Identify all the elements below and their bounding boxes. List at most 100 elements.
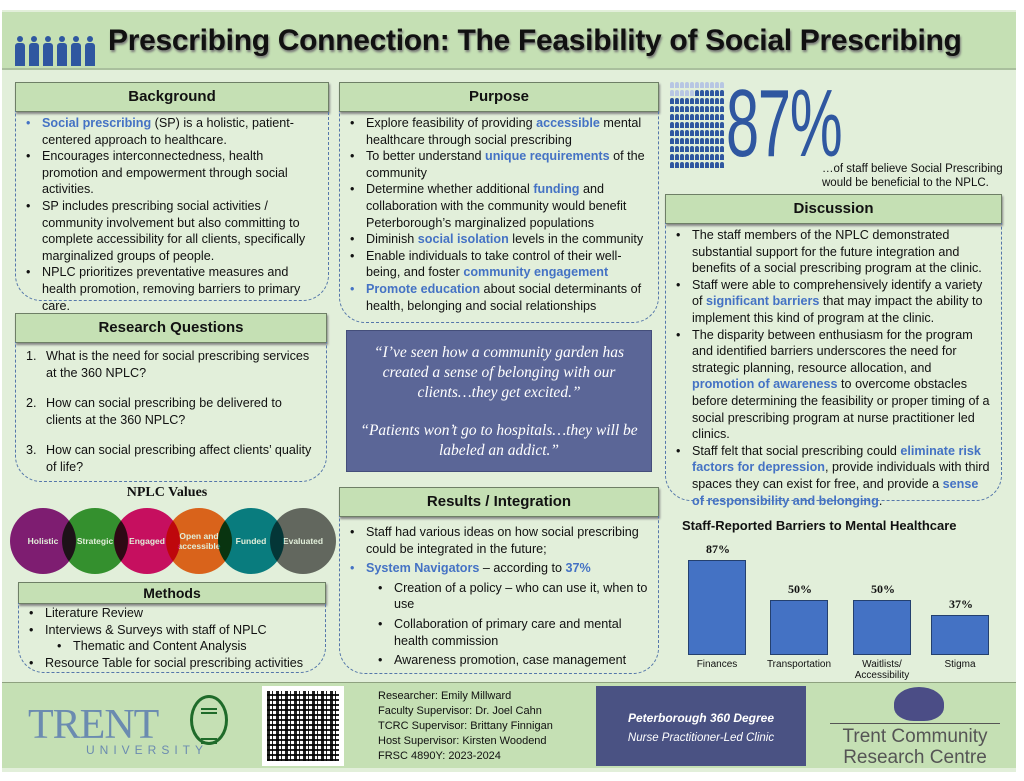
text: about social determinants of health, bel…: [366, 281, 642, 313]
highlight-text: funding: [533, 182, 580, 197]
person-icon: [675, 90, 679, 96]
text: The staff members of the NPLC demonstrat…: [692, 228, 982, 276]
person-icon: [690, 106, 694, 112]
tcrc-line2: Research Centre: [843, 747, 987, 768]
credit-line: TCRC Supervisor: Brittany Finnigan: [378, 720, 553, 732]
quote-box: “I’ve seen how a community garden has cr…: [346, 330, 652, 472]
person-icon: [710, 138, 714, 144]
person-icon: [715, 106, 719, 112]
person-icon: [690, 138, 694, 144]
person-icon: [685, 98, 689, 104]
person-icon: [680, 90, 684, 96]
person-icon: [715, 162, 719, 168]
bar-label: 50%: [871, 582, 895, 597]
person-icon: [700, 90, 704, 96]
person-icon: [670, 146, 674, 152]
person-icon: [700, 122, 704, 128]
person-icon: [695, 146, 699, 152]
text: Staff felt that social prescribing could: [692, 443, 901, 458]
results-item: Creation of a policy – who can use it, w…: [348, 580, 650, 613]
discussion-item: The disparity between enthusiasm for the…: [674, 327, 993, 443]
person-icon: [705, 130, 709, 136]
text: Encourages interconnectedness, health pr…: [42, 149, 288, 197]
highlight-text: 37%: [565, 561, 591, 576]
person-icon: [700, 130, 704, 136]
highlight-text: eliminate risk factors for depression: [692, 443, 981, 475]
values-title: NPLC Values: [126, 485, 208, 500]
person-icon: [710, 162, 714, 168]
trent-logo: TRENT: [28, 702, 159, 748]
person-icon: [675, 106, 679, 112]
stat-value: 87%: [726, 70, 843, 177]
text: The disparity between enthusiasm for the…: [692, 327, 973, 375]
person-icon: [670, 114, 674, 120]
text: mental healthcare through social prescri…: [366, 116, 642, 147]
results-box: Staff had various ideas on how social pr…: [339, 516, 659, 674]
person-icon: [720, 82, 724, 88]
quote-1: “I’ve seen how a community garden has cr…: [374, 344, 624, 401]
poster: Prescribing Connection: The Feasibility …: [2, 10, 1016, 772]
person-icon: [675, 138, 679, 144]
person-icon: [675, 82, 679, 88]
person-icon: [675, 98, 679, 104]
text: Collaboration of primary care and mental…: [394, 616, 622, 648]
research-questions-box: What is the need for social prescribing …: [15, 342, 327, 482]
text: that may impact the ability to implement…: [692, 294, 983, 325]
results-item: Collaboration of primary care and mental…: [348, 616, 650, 649]
discussion-item: Staff felt that social prescribing could…: [674, 443, 993, 509]
highlight-text: Promote education: [366, 281, 481, 296]
person-icon: [680, 98, 684, 104]
text: to overcome obstacles before determining…: [692, 377, 990, 442]
text: Explore feasibility of providing: [366, 116, 537, 130]
person-icon: [685, 146, 689, 152]
people-row-icon: [14, 36, 96, 66]
person-icon: [695, 106, 699, 112]
person-icon: [680, 114, 684, 120]
text: Staff had various ideas on how social pr…: [366, 525, 639, 556]
background-item: SP includes prescribing social activitie…: [24, 198, 320, 264]
footer: TRENT UNIVERSITY Researcher: Emily Millw…: [2, 682, 1016, 768]
person-icon: [700, 106, 704, 112]
person-icon: [705, 98, 709, 104]
bar-1: [770, 600, 828, 655]
category-label: Finances: [696, 659, 738, 670]
tcrc-logo: Trent Community Research Centre: [830, 723, 1000, 768]
person-icon: [700, 138, 704, 144]
person-icon: [710, 122, 714, 128]
person-icon: [720, 130, 724, 136]
person-icon: [710, 146, 714, 152]
person-icon: [675, 146, 679, 152]
person-icon: [695, 114, 699, 120]
trent-logo-sub: UNIVERSITY: [86, 743, 209, 757]
person-icon: [715, 82, 719, 88]
purpose-list: Explore feasibility of providing accessi…: [348, 115, 650, 314]
research-question: How can social prescribing affect client…: [24, 442, 318, 475]
discussion-heading: Discussion: [665, 194, 1002, 224]
purpose-heading: Purpose: [339, 82, 659, 112]
person-icon: [720, 122, 724, 128]
qr-code[interactable]: [262, 686, 344, 766]
category-label: Transportation: [766, 659, 832, 670]
results-item: Staff had various ideas on how social pr…: [348, 524, 650, 557]
person-icon: [705, 122, 709, 128]
person-icon: [715, 114, 719, 120]
purpose-item: To better understand unique requirements…: [348, 148, 650, 181]
background-item: NPLC prioritizes preventative measures a…: [24, 264, 320, 314]
person-icon: [670, 106, 674, 112]
credits: Researcher: Emily Millward Faculty Superv…: [378, 689, 553, 764]
value-circle: Evaluated: [270, 508, 336, 574]
person-icon: [675, 162, 679, 168]
person-icon: [670, 90, 674, 96]
category-label: Waitlists/ Accessibility: [854, 659, 910, 681]
person-icon: [715, 146, 719, 152]
text: levels in the community: [508, 232, 644, 247]
highlight-text: social isolation: [417, 232, 509, 247]
discussion-item: The staff members of the NPLC demonstrat…: [674, 227, 993, 277]
person-icon: [685, 114, 689, 120]
clinic-name: Peterborough 360 Degree: [627, 711, 775, 725]
person-icon: [680, 106, 684, 112]
highlight-text: System Navigators: [366, 561, 480, 576]
background-heading: Background: [15, 82, 329, 112]
person-icon: [695, 90, 699, 96]
person-icon: [675, 122, 679, 128]
